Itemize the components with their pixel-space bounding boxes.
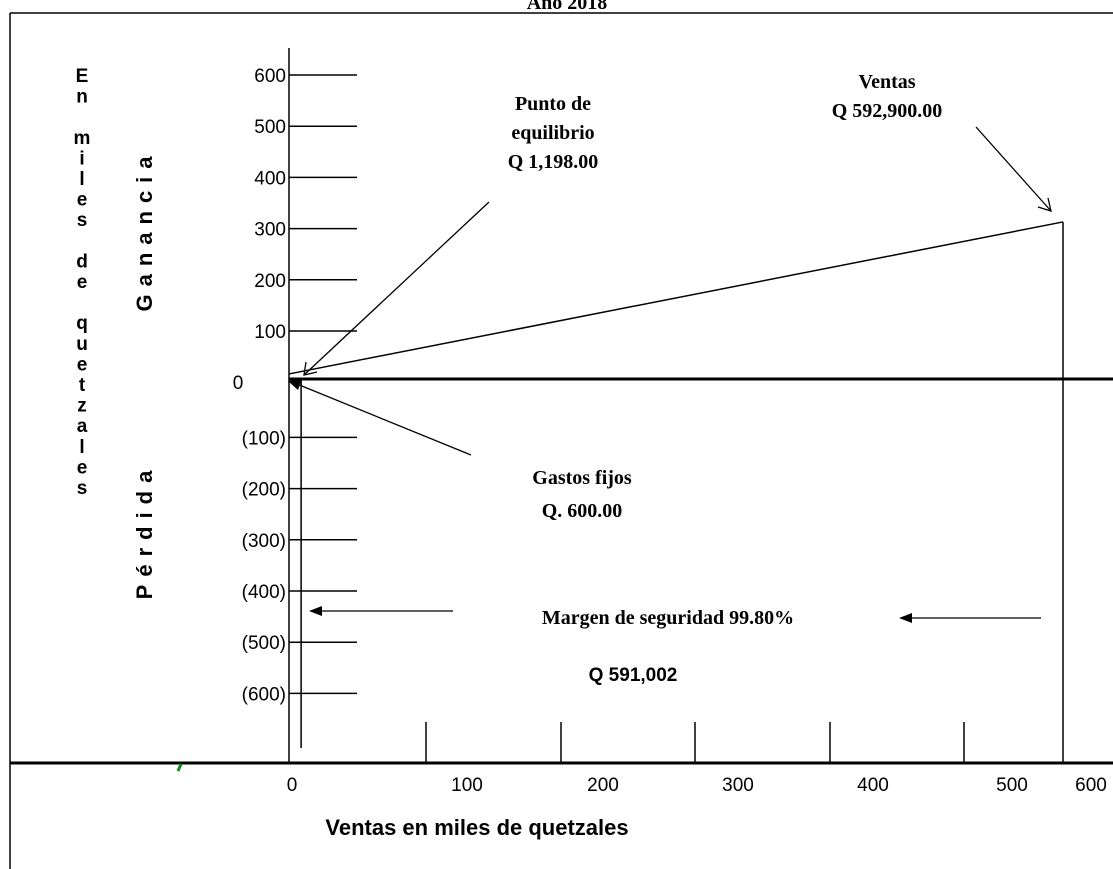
arrow-gastos (288, 379, 472, 456)
y-tick-label: 200 (254, 271, 286, 292)
y-tick-label: 100 (254, 322, 286, 343)
y-label-outer-char: l (79, 169, 84, 190)
y-label-outer-char: m (74, 128, 91, 149)
y-label-loss: Pérdida (132, 463, 157, 600)
gastos-label-1: Gastos fijos (532, 467, 632, 489)
sales-profit-line (288, 221, 1064, 375)
y-tick-label: (200) (242, 480, 286, 501)
gastos-label-2: Q. 600.00 (542, 500, 623, 522)
y-tick-label: (500) (242, 633, 286, 654)
margen-label-1: Margen de seguridad 99.80% (542, 607, 794, 629)
green-mark (176, 763, 183, 772)
y-label-outer-char: a (77, 416, 88, 437)
arrow-ventas (975, 126, 1052, 212)
chart-title: Año 2018 (527, 0, 608, 14)
y-label-outer-char: i (79, 148, 84, 169)
y-label-outer-char: l (79, 437, 84, 458)
x-tick-label: 600 (1075, 775, 1107, 796)
y-tick-label: (100) (242, 428, 286, 449)
y-label-outer-char: E (76, 66, 89, 87)
y-label-outer-char: q (76, 313, 88, 334)
y-tick-label: 300 (254, 220, 286, 241)
y-label-outer-char: e (77, 272, 88, 293)
y-label-outer-char: s (77, 478, 88, 499)
equilibrio-label-3: Q 1,198.00 (508, 151, 599, 173)
equilibrio-label-2: equilibrio (511, 122, 594, 144)
x-tick-label: 100 (451, 775, 483, 796)
x-axis-title: Ventas en miles de quetzales (325, 815, 628, 840)
y-label-gain: Ganancia (132, 148, 157, 311)
y-label-outer-char: u (76, 334, 88, 355)
y-label-outer-char: s (77, 210, 88, 231)
y-label-outer-char: e (77, 190, 88, 211)
y-tick-label: (600) (242, 684, 286, 705)
arrow-margen-left (309, 606, 453, 616)
y-label-outer-char: n (76, 87, 88, 108)
y-tick-label: 500 (254, 117, 286, 138)
y-label-outer-char: t (79, 375, 86, 396)
y-label-outer-char: d (76, 251, 88, 272)
ventas-label-1: Ventas (858, 71, 915, 93)
ventas-label-2: Q 592,900.00 (832, 100, 943, 122)
y-tick-label: 400 (254, 168, 286, 189)
equilibrio-label-1: Punto de (515, 93, 591, 115)
arrow-margen-right (899, 613, 1041, 623)
y-tick-label: (300) (242, 531, 286, 552)
x-tick-label: 400 (857, 775, 889, 796)
y-label-outer-char: e (77, 457, 88, 478)
x-tick-label: 0 (287, 775, 298, 796)
y-tick-label: 0 (233, 373, 244, 394)
margen-label-2: Q 591,002 (589, 665, 678, 686)
x-tick-label: 200 (587, 775, 619, 796)
x-tick-label: 500 (996, 775, 1028, 796)
y-label-outer-char: z (77, 396, 87, 417)
x-tick-label: 300 (722, 775, 754, 796)
y-label-outer-char: e (77, 354, 88, 375)
y-tick-label: (400) (242, 582, 286, 603)
y-tick-label: 600 (254, 66, 286, 87)
x-ticks: 0 100 200 300 400 500 600 (287, 722, 1107, 796)
y-ticks: 600 500 400 300 200 100 0 (100) (200) (300) (400) (… (233, 66, 357, 705)
arrow-equilibrio (303, 201, 490, 376)
